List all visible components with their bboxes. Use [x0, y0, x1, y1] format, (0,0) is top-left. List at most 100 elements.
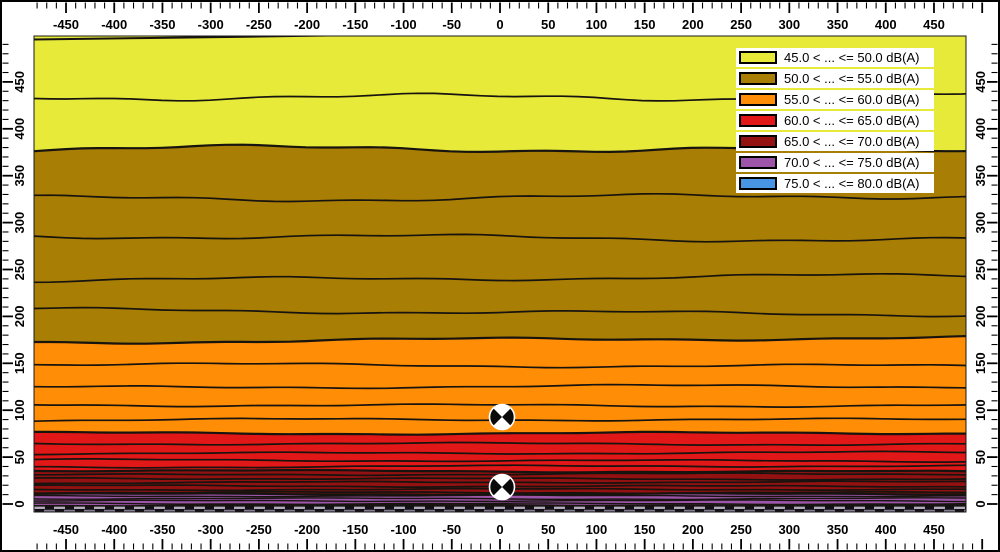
- x-axis-tick-label: 450: [923, 17, 945, 32]
- legend-entry-label: 65.0 < ... <= 70.0 dB(A): [784, 134, 920, 149]
- x-axis-tick-label: 400: [875, 522, 897, 537]
- x-axis-tick-label: -200: [294, 17, 320, 32]
- x-axis-tick-label: -300: [198, 522, 224, 537]
- legend-entry: 50.0 < ... <= 55.0 dB(A): [736, 69, 934, 88]
- x-axis-tick-label: 250: [730, 522, 752, 537]
- x-axis-tick-label: -350: [149, 522, 175, 537]
- y-axis-tick-label: 450: [12, 71, 27, 93]
- noise-band-fill: [34, 36, 966, 152]
- x-axis-tick-label: 50: [541, 522, 555, 537]
- x-axis-tick-label: 200: [682, 17, 704, 32]
- x-axis-tick-label: -250: [246, 522, 272, 537]
- contour-line: [34, 441, 966, 447]
- contour-line: [34, 430, 966, 436]
- y-axis-tick-label: 150: [973, 352, 988, 374]
- y-axis-tick-label: 450: [973, 71, 988, 93]
- x-axis-tick-label: -400: [101, 522, 127, 537]
- x-axis-tick-label: -350: [149, 17, 175, 32]
- y-axis-tick-label: 250: [12, 259, 27, 281]
- contour-line: [34, 233, 966, 243]
- x-axis-tick-label: 300: [778, 17, 800, 32]
- noise-band-fill: [34, 431, 966, 473]
- contour-line: [34, 450, 966, 456]
- legend-entry: 75.0 < ... <= 80.0 dB(A): [736, 174, 934, 193]
- x-axis-tick-label: -50: [442, 17, 461, 32]
- legend-entry-label: 75.0 < ... <= 80.0 dB(A): [784, 176, 920, 191]
- legend-swatch-60-65: [739, 114, 777, 127]
- y-axis-tick-label: 100: [12, 399, 27, 421]
- noise-band-fill: [34, 336, 966, 435]
- legend-entry: 60.0 < ... <= 65.0 dB(A): [736, 111, 934, 130]
- y-axis-tick-label: 50: [973, 450, 988, 464]
- y-axis-tick-label: 400: [973, 118, 988, 140]
- x-axis-tick-label: -450: [53, 17, 79, 32]
- x-axis-tick-label: 200: [682, 522, 704, 537]
- y-axis-tick-label: 0: [973, 500, 988, 507]
- noise-source-marker[interactable]: [488, 473, 516, 501]
- x-axis-tick-label: -200: [294, 522, 320, 537]
- y-axis-tick-label: 300: [973, 212, 988, 234]
- contour-line: [34, 503, 966, 508]
- x-axis-tick-label: -100: [391, 17, 417, 32]
- x-axis-tick-label: 350: [827, 522, 849, 537]
- legend-entry-label: 45.0 < ... <= 50.0 dB(A): [784, 50, 920, 65]
- x-axis-tick-label: 0: [496, 17, 503, 32]
- x-axis-tick-label: -100: [391, 522, 417, 537]
- legend-entry: 70.0 < ... <= 75.0 dB(A): [736, 153, 934, 172]
- contour-line: [34, 272, 966, 284]
- contour-line-45: [34, 36, 363, 41]
- x-axis-tick-label: 300: [778, 522, 800, 537]
- y-axis-tick-label: 50: [12, 450, 27, 464]
- y-axis-tick-label: 350: [973, 165, 988, 187]
- legend-entry: 65.0 < ... <= 70.0 dB(A): [736, 132, 934, 151]
- marker-bottom-quadrant: [493, 487, 511, 500]
- x-axis-tick-label: 450: [923, 522, 945, 537]
- legend-entry: 45.0 < ... <= 50.0 dB(A): [736, 48, 934, 67]
- x-axis-tick-label: 50: [541, 17, 555, 32]
- y-axis-tick-label: 0: [12, 500, 27, 507]
- y-axis-tick-label: 150: [12, 352, 27, 374]
- y-axis-tick-label: 300: [12, 212, 27, 234]
- legend-entry-label: 70.0 < ... <= 75.0 dB(A): [784, 155, 920, 170]
- legend-entry: 55.0 < ... <= 60.0 dB(A): [736, 90, 934, 109]
- y-axis-tick-label: 100: [973, 399, 988, 421]
- legend-swatch-45-50: [739, 51, 777, 64]
- marker-bottom-quadrant: [493, 417, 511, 430]
- plot-frame: [33, 35, 967, 513]
- x-axis-tick-label: 100: [586, 522, 608, 537]
- y-axis-tick-label: 200: [12, 306, 27, 328]
- x-axis-tick-label: -150: [342, 17, 368, 32]
- contour-line: [34, 306, 966, 318]
- x-axis-tick-label: 100: [586, 17, 608, 32]
- noise-band-fill: [34, 144, 966, 344]
- contour-line: [34, 468, 966, 474]
- contour-line: [34, 464, 966, 469]
- contour-line: [34, 362, 966, 369]
- legend-swatch-55-60: [739, 93, 777, 106]
- x-axis-tick-label: 0: [496, 522, 503, 537]
- x-axis-tick-label: 150: [634, 522, 656, 537]
- noise-source-marker[interactable]: [488, 403, 516, 431]
- contour-line: [34, 192, 966, 203]
- x-axis-tick-label: 350: [827, 17, 849, 32]
- x-axis-tick-label: 400: [875, 17, 897, 32]
- legend-swatch-75-80: [739, 177, 777, 190]
- x-axis-tick-label: 150: [634, 17, 656, 32]
- contour-line: [34, 499, 966, 503]
- x-axis-tick-label: -250: [246, 17, 272, 32]
- y-axis-tick-label: 350: [12, 165, 27, 187]
- legend-swatch-50-55: [739, 72, 777, 85]
- contour-line: [34, 458, 966, 463]
- contour-line: [34, 335, 966, 345]
- marker-top-quadrant: [493, 474, 511, 487]
- x-axis-tick-label: 250: [730, 17, 752, 32]
- marker-top-quadrant: [493, 404, 511, 417]
- legend: 45.0 < ... <= 50.0 dB(A) 50.0 < ... <= 5…: [736, 48, 934, 193]
- legend-entry-label: 60.0 < ... <= 65.0 dB(A): [784, 113, 920, 128]
- axis-labels: -450 -450 -400 -400 -350 -350 -300 -300 -250 -250…: [12, 17, 988, 537]
- x-axis-tick-label: -150: [342, 522, 368, 537]
- x-axis-tick-label: -300: [198, 17, 224, 32]
